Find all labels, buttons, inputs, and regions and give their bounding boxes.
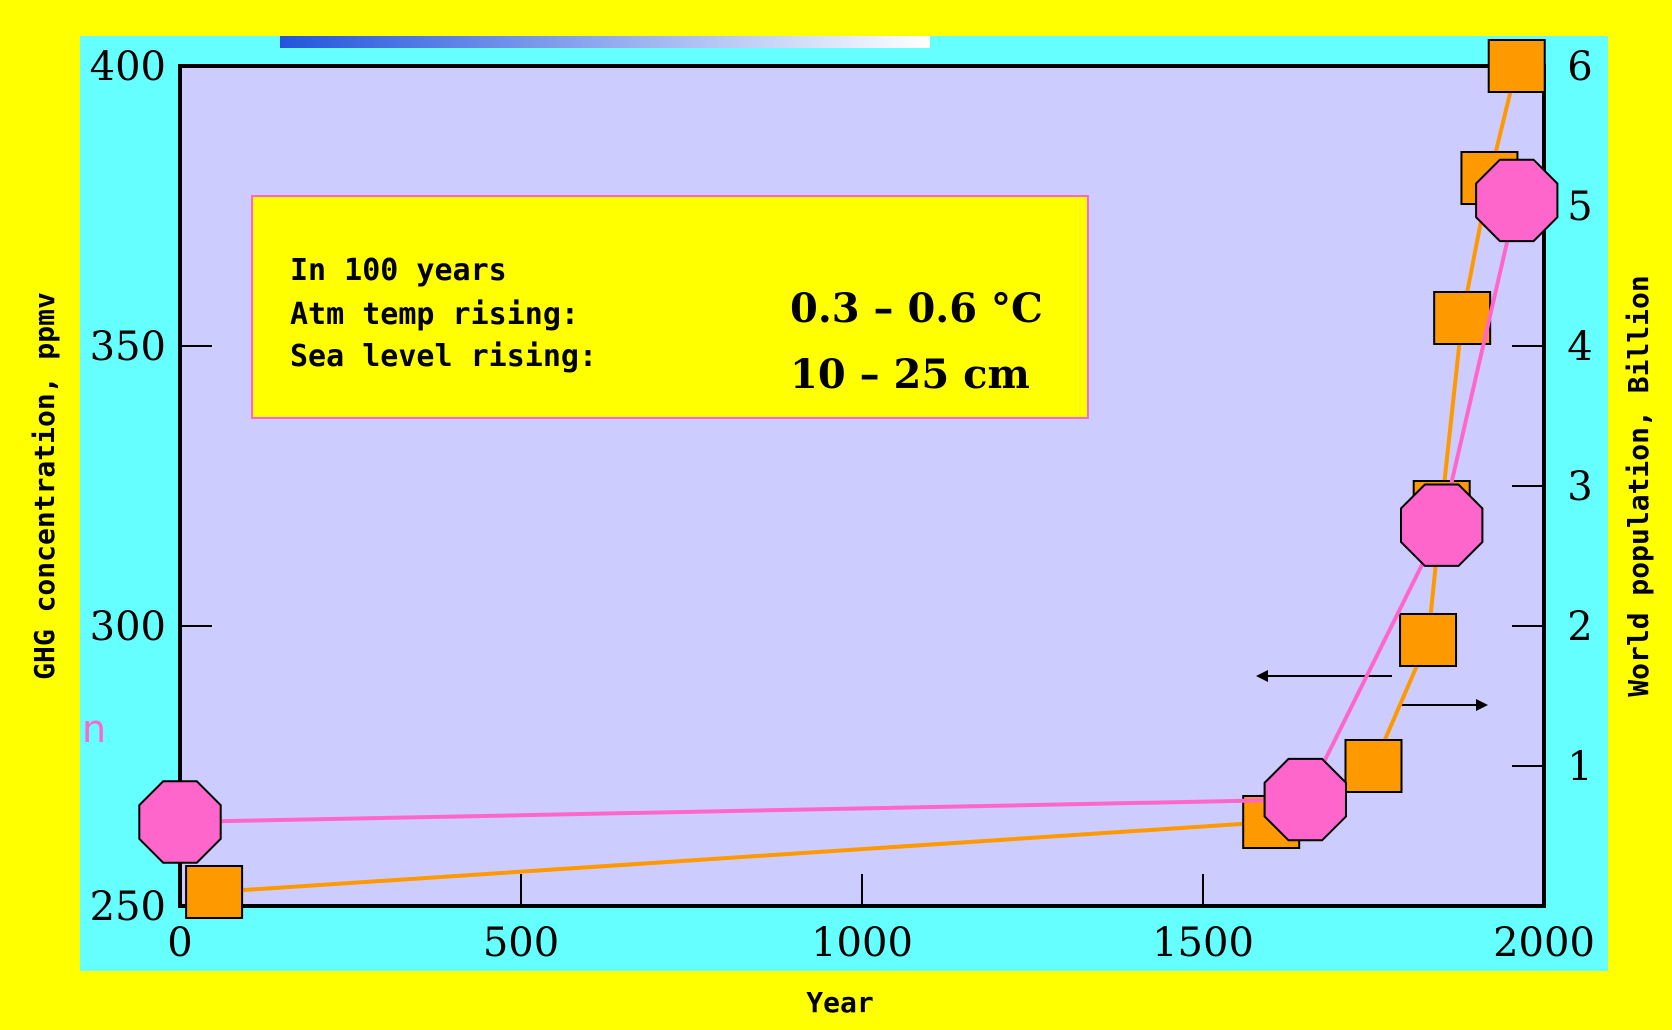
x-tick-label: 500: [483, 920, 559, 966]
annotation-line3: Sea level rising:: [290, 339, 597, 374]
annotation-line2: Atm temp rising:: [290, 297, 579, 332]
y2-tick-label: 6: [1567, 44, 1592, 90]
ghg-point: [1475, 158, 1559, 243]
x-tick-label: 1000: [811, 920, 913, 966]
population-point: [1433, 291, 1492, 345]
annotation-line1: In 100 years: [290, 253, 507, 288]
ghg-point: [138, 780, 222, 864]
ghg-series: [138, 158, 1559, 864]
annotation-box: [251, 195, 1089, 419]
series-layer: [138, 39, 1559, 919]
y2-tick-label: 5: [1567, 184, 1592, 230]
x-tick-label: 2000: [1493, 920, 1595, 966]
ghg-point: [1263, 757, 1347, 842]
y-tick-label: 250: [90, 884, 166, 930]
right-axis-arrow: [1400, 699, 1488, 711]
y2-tick-label: 3: [1567, 464, 1592, 510]
x-axis-title: Year: [806, 986, 873, 1019]
annotation-sea-value: 10 – 25 cm: [790, 351, 1030, 398]
y2-axis-title: World population, Billion: [1622, 275, 1655, 696]
left-axis-arrow: [1256, 670, 1392, 682]
y2-tick-label: 1: [1567, 744, 1592, 790]
decorative-gradient-bar: [280, 36, 930, 48]
population-point: [1344, 739, 1403, 793]
y-axis-title: GHG concentration, ppmv: [28, 292, 61, 680]
y2-tick-label: 2: [1567, 604, 1592, 650]
y-tick-label: 300: [90, 604, 166, 650]
partial-label: n: [82, 707, 106, 751]
annotation-temp-value: 0.3 – 0.6 °C: [790, 285, 1043, 332]
population-point: [185, 865, 244, 919]
population-point: [1399, 613, 1458, 667]
y-tick-label: 400: [90, 44, 166, 90]
y-tick-label: 350: [90, 324, 166, 370]
ghg-point: [1400, 483, 1484, 567]
x-tick-label: 1500: [1152, 920, 1254, 966]
x-tick-label: 0: [167, 920, 192, 966]
ghg-series-line: [179, 199, 1519, 824]
population-point: [1487, 39, 1546, 93]
tick-labels: 0 500 1000 1500 2000 250 300 350 400 1 2 3 4 5 6: [90, 44, 1595, 966]
y2-tick-label: 4: [1567, 324, 1592, 370]
